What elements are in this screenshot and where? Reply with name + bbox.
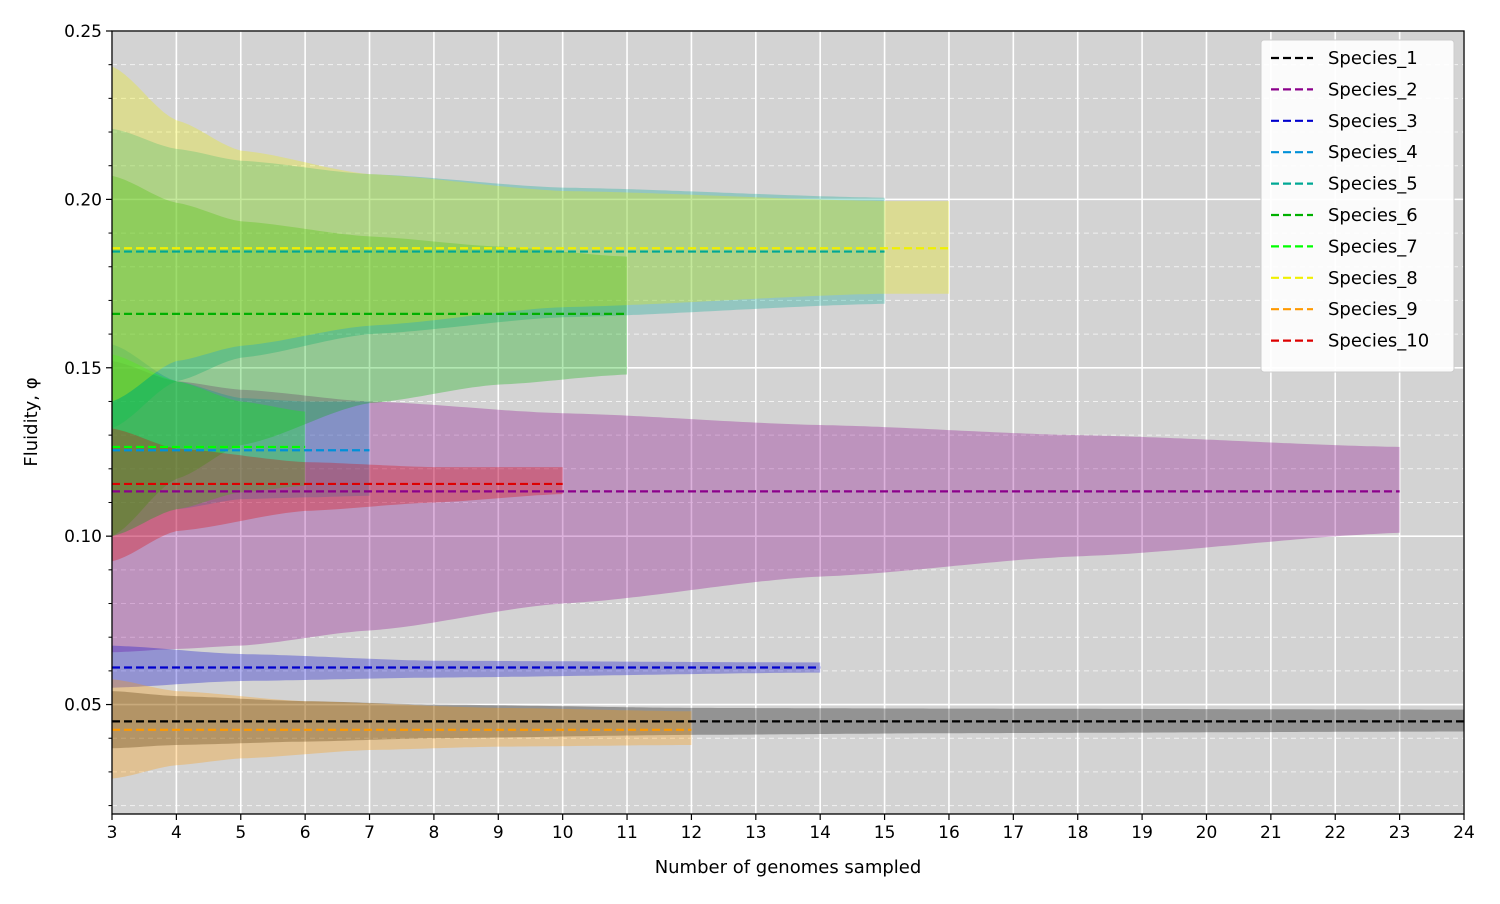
legend-label: Species_8: [1328, 268, 1418, 289]
minor-gridlines: [112, 64, 1464, 807]
legend-box: [1260, 39, 1455, 373]
legend-label: Species_4: [1328, 142, 1418, 163]
mean-lines: [112, 247, 1464, 731]
x-tick-label: 20: [1196, 823, 1218, 843]
x-tick-label: 14: [809, 823, 831, 843]
band-species_4: [112, 344, 370, 537]
band-species_10: [112, 428, 563, 562]
x-axis-label: Number of genomes sampled: [655, 857, 922, 878]
legend: Species_1 Species_2 Species_3 Species_4 Spec…: [1260, 39, 1455, 373]
x-tick-label: 21: [1260, 823, 1282, 843]
legend-label: Species_1: [1328, 48, 1418, 69]
x-tick-label: 16: [938, 823, 960, 843]
x-tick-label: 24: [1453, 823, 1475, 843]
y-tick-label: 0.20: [64, 190, 102, 210]
band-species_2: [112, 361, 1400, 653]
band-species_1: [112, 691, 1464, 749]
x-tick-label: 23: [1389, 823, 1411, 843]
x-tick-label: 3: [107, 823, 118, 843]
x-tick-label: 11: [616, 823, 638, 843]
x-axis: 3 4 5 6 7 8 9 10 11 12 13 14 15 16 17 18 19 20 21 22 23 24: [107, 814, 1475, 843]
plot-frame: [111, 30, 1465, 815]
x-tick-label: 7: [364, 823, 375, 843]
legend-label: Species_7: [1328, 236, 1418, 257]
x-tick-label: 8: [428, 823, 439, 843]
legend-label: Species_5: [1328, 174, 1418, 195]
x-tick-label: 9: [493, 823, 504, 843]
band-species_6: [112, 175, 627, 537]
legend-label: Species_2: [1328, 79, 1418, 100]
x-tick-label: 13: [745, 823, 767, 843]
x-tick-label: 17: [1003, 823, 1025, 843]
legend-label: Species_6: [1328, 205, 1418, 226]
x-tick-label: 5: [235, 823, 246, 843]
legend-label: Species_3: [1328, 111, 1418, 132]
y-axis: 0.05 0.10 0.15 0.20 0.25: [64, 22, 112, 807]
x-tick-label: 4: [171, 823, 182, 843]
band-species_8: [112, 66, 949, 402]
x-tick-label: 19: [1131, 823, 1153, 843]
legend-label: Species_9: [1328, 299, 1418, 320]
x-tick-label: 10: [552, 823, 574, 843]
confidence-bands: [112, 66, 1464, 779]
x-tick-label: 12: [681, 823, 703, 843]
x-tick-label: 6: [300, 823, 311, 843]
y-tick-label: 0.25: [64, 22, 102, 42]
x-tick-label: 15: [874, 823, 896, 843]
y-tick-label: 0.10: [64, 527, 102, 547]
x-tick-label: 22: [1324, 823, 1346, 843]
x-tick-label: 18: [1067, 823, 1089, 843]
legend-label: Species_10: [1328, 331, 1429, 352]
y-tick-label: 0.15: [64, 359, 102, 379]
y-axis-label: Fluidity, φ: [21, 377, 42, 466]
plot-background: [112, 31, 1464, 814]
y-tick-label: 0.05: [64, 696, 102, 716]
band-species_5: [112, 128, 885, 429]
